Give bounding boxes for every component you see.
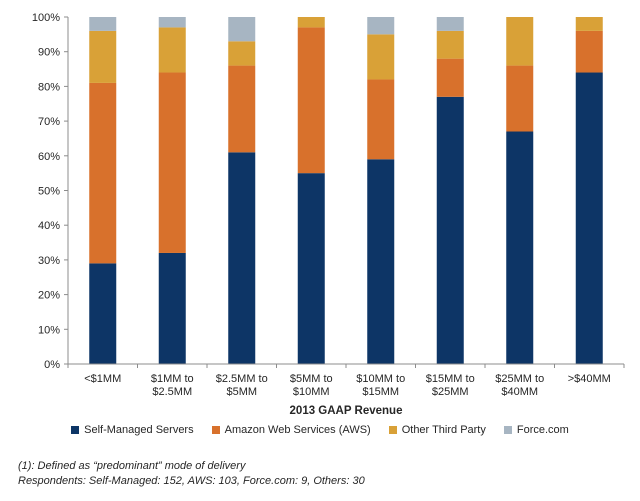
legend: Self-Managed Servers Amazon Web Services …	[0, 424, 640, 436]
bar-segment	[228, 17, 256, 42]
bar-segment	[158, 252, 186, 364]
y-tick-label: 10%	[38, 324, 60, 336]
bar-segment	[575, 30, 603, 73]
legend-item: Other Third Party	[388, 424, 486, 436]
bar-segment	[89, 82, 117, 264]
x-category-label: $25MM to $40MM	[495, 373, 544, 398]
bar-segment	[436, 96, 464, 364]
x-axis-labels: <$1MM $1MM to $2.5MM $2.5MM to $5MM $5MM to $1…	[67, 364, 625, 398]
bar-segment	[436, 17, 464, 31]
bar-segment	[367, 17, 395, 35]
bar-segment	[506, 65, 534, 132]
legend-swatch	[71, 426, 80, 434]
legend-swatch	[388, 426, 397, 434]
bar-segment	[436, 58, 464, 97]
bar-segment	[506, 17, 534, 66]
legend-swatch	[503, 426, 512, 434]
y-axis-ticks: 0% 10% 20% 30% 40% 50% 60% 70% 80% 90% 100%	[32, 12, 68, 371]
bar-segment	[89, 30, 117, 83]
bar-segment	[367, 79, 395, 160]
y-tick-label: 50%	[38, 186, 60, 198]
footnote-definition: (1): Defined as “predominant” mode of de…	[18, 460, 246, 472]
y-tick-label: 60%	[38, 151, 60, 163]
bar-segment	[436, 30, 464, 59]
bar-segment	[297, 173, 325, 364]
bar-segment	[575, 17, 603, 31]
bar-segment	[367, 159, 395, 364]
legend-label: Force.com	[516, 424, 569, 436]
y-tick-label: 100%	[32, 12, 60, 24]
bar-segment	[506, 131, 534, 364]
x-axis-title: 2013 GAAP Revenue	[290, 405, 403, 417]
legend-swatch	[211, 426, 220, 434]
bars	[89, 17, 603, 365]
x-category-label: >$40MM	[568, 373, 611, 385]
y-tick-label: 70%	[38, 116, 60, 128]
x-category-label: $15MM to $25MM	[426, 373, 475, 398]
bar-segment	[158, 17, 186, 28]
x-category-label: $10MM to $15MM	[356, 373, 405, 398]
x-category-label: $5MM to $10MM	[290, 373, 333, 398]
legend-label: Amazon Web Services (AWS)	[224, 424, 371, 436]
bar-segment	[228, 41, 256, 66]
bar-segment	[575, 72, 603, 365]
bar-segment	[367, 34, 395, 80]
bar-segment	[297, 17, 325, 28]
x-category-label: $2.5MM to $5MM	[216, 373, 268, 398]
bar-segment	[89, 263, 117, 364]
bar-segment	[228, 152, 256, 364]
y-tick-label: 40%	[38, 220, 60, 232]
bar-segment	[158, 72, 186, 253]
stacked-bar-chart: 0% 10% 20% 30% 40% 50% 60% 70% 80% 90% 100% <$1MM $…	[32, 12, 625, 417]
y-tick-label: 30%	[38, 255, 60, 267]
legend-label: Other Third Party	[401, 424, 486, 436]
bar-segment	[228, 65, 256, 153]
bar-segment	[297, 27, 325, 174]
y-tick-label: 90%	[38, 47, 60, 59]
bar-segment	[158, 27, 186, 73]
y-tick-label: 20%	[38, 290, 60, 302]
y-tick-label: 0%	[44, 359, 60, 371]
footnotes: (1): Defined as “predominant” mode of de…	[18, 459, 365, 489]
legend-label: Self-Managed Servers	[84, 424, 194, 436]
x-category-label: <$1MM	[84, 373, 121, 385]
bar-segment	[89, 17, 117, 31]
legend-item: Self-Managed Servers	[71, 424, 194, 436]
y-tick-label: 80%	[38, 81, 60, 93]
legend-item: Force.com	[503, 424, 569, 436]
x-category-label: $1MM to $2.5MM	[151, 373, 194, 398]
legend-item: Amazon Web Services (AWS)	[211, 424, 371, 436]
footnote-respondents: Respondents: Self-Managed: 152, AWS: 103…	[18, 475, 365, 487]
